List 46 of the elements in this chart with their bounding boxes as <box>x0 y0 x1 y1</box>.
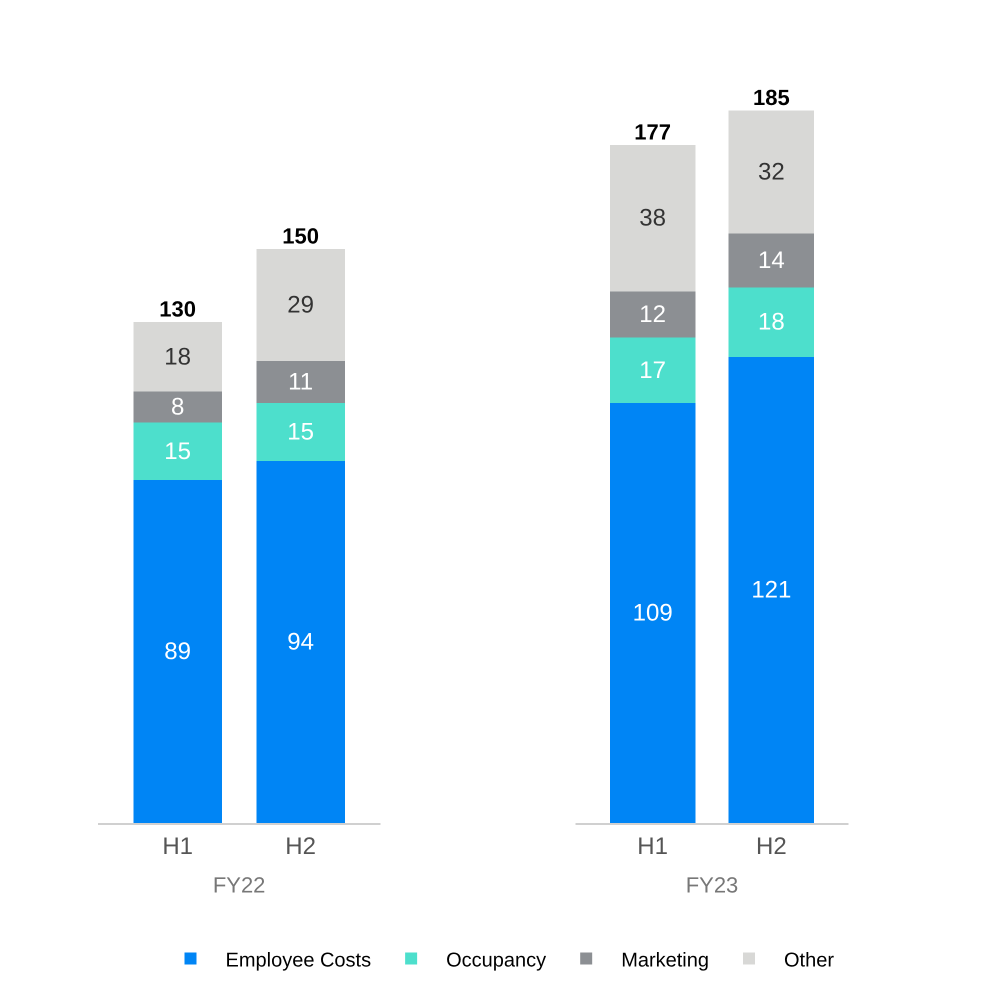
data-label: 12 <box>639 301 666 328</box>
legend-label: Occupancy <box>446 949 546 972</box>
bar <box>256 460 345 824</box>
legend-label: Employee Costs <box>226 949 372 972</box>
bar <box>610 403 696 824</box>
data-label: 89 <box>164 638 192 666</box>
total-label: 185 <box>752 84 790 110</box>
data-label: 32 <box>758 158 785 186</box>
bar <box>256 360 345 404</box>
bar <box>610 291 696 338</box>
bar <box>610 145 696 292</box>
bar <box>133 422 222 480</box>
bar <box>133 480 222 824</box>
bar <box>728 234 814 288</box>
bar <box>728 288 814 357</box>
bar <box>256 249 345 361</box>
x-tick-label: H2 <box>756 832 787 860</box>
bar <box>133 322 222 392</box>
x-axis-title: FY22 <box>212 872 266 898</box>
data-label: 15 <box>287 418 314 446</box>
data-label: 14 <box>758 247 785 274</box>
x-tick-label: H2 <box>285 832 316 860</box>
data-label: 109 <box>632 600 673 627</box>
total-label: 130 <box>159 296 196 322</box>
bar <box>728 356 814 824</box>
total-label: 150 <box>282 224 319 249</box>
data-label: 38 <box>639 204 666 232</box>
legend-label: Marketing <box>621 949 709 972</box>
bar <box>133 392 222 422</box>
data-label: 8 <box>170 394 184 420</box>
data-label: 15 <box>164 438 192 465</box>
bar <box>728 110 814 234</box>
total-label: 177 <box>634 120 672 144</box>
x-axis-title: FY23 <box>686 872 738 898</box>
data-label: 18 <box>758 308 785 336</box>
data-label: 29 <box>287 291 314 318</box>
data-label: 11 <box>288 368 314 396</box>
legend-label: Other <box>784 949 834 972</box>
data-label: 94 <box>287 628 314 656</box>
data-label: 121 <box>751 576 792 604</box>
bar <box>610 338 696 404</box>
x-tick-label: H1 <box>162 832 194 860</box>
x-tick-label: H1 <box>637 832 668 860</box>
data-label: 18 <box>164 343 192 370</box>
data-label: 17 <box>639 356 666 384</box>
bar <box>256 403 345 461</box>
